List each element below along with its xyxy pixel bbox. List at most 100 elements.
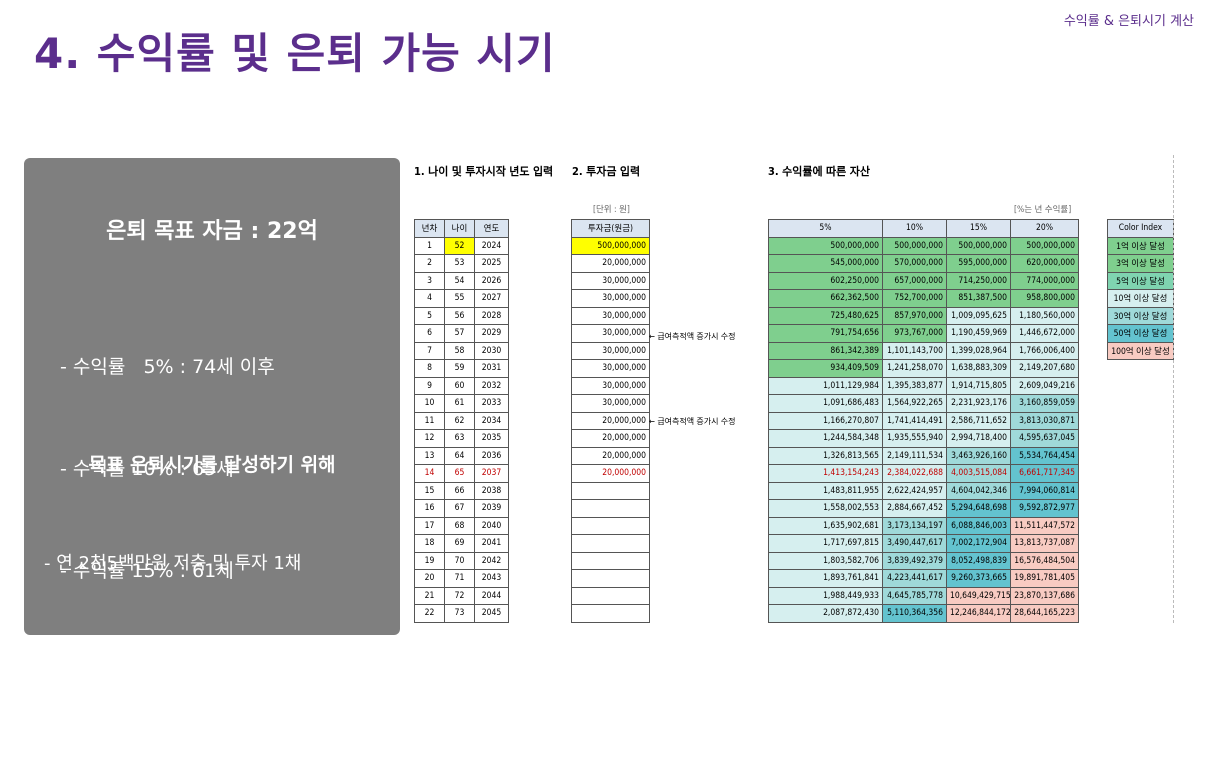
table-cell: 2028 bbox=[474, 306, 509, 325]
table-cell: 19 bbox=[414, 551, 445, 570]
asset-cell: 9,260,373,665 bbox=[946, 569, 1011, 588]
table-row: 1,244,584,348 1,935,555,940 2,994,718,400 4… bbox=[768, 429, 1079, 448]
table-cell: 2031 bbox=[474, 359, 509, 378]
col-header: 20% bbox=[1010, 219, 1079, 238]
asset-cell: 1,741,414,491 bbox=[882, 411, 947, 430]
table-row: 30,000,000 bbox=[571, 271, 650, 290]
investment-cell bbox=[571, 569, 650, 588]
table-cell: 59 bbox=[444, 359, 475, 378]
asset-cell: 2,609,049,216 bbox=[1010, 376, 1079, 395]
legend-item: 100억 이상 달성 bbox=[1107, 341, 1174, 360]
table-row: 20,000,000 bbox=[571, 446, 650, 465]
note-text: ← 급여측적액 증가시 수정 bbox=[649, 332, 736, 341]
table-cell: 2035 bbox=[474, 429, 509, 448]
table-cell: 18 bbox=[414, 534, 445, 553]
investment-cell: 30,000,000 bbox=[571, 376, 650, 395]
table-row: 1,893,761,841 4,223,441,617 9,260,373,665 1… bbox=[768, 569, 1079, 588]
table-cell: 65 bbox=[444, 464, 475, 483]
table-row: 791,754,656 973,767,000 1,190,459,969 1,446… bbox=[768, 324, 1079, 343]
asset-cell: 3,173,134,197 bbox=[882, 516, 947, 535]
investment-table: 투자금(원금) 500,000,000 20,000,000 30,000,000 3… bbox=[571, 219, 650, 623]
table-row: 9 60 2032 bbox=[414, 376, 509, 395]
table-row: 545,000,000 570,000,000 595,000,000 620,000… bbox=[768, 254, 1079, 273]
table-row: 1,635,902,681 3,173,134,197 6,088,846,003 1… bbox=[768, 516, 1079, 535]
asset-cell: 19,891,781,405 bbox=[1010, 569, 1079, 588]
asset-cell: 857,970,000 bbox=[882, 306, 947, 325]
table-row: 20,000,000 bbox=[571, 411, 650, 430]
table-row: 20,000,000 bbox=[571, 429, 650, 448]
table-row: 16 67 2039 bbox=[414, 499, 509, 518]
section-2-title: 2. 투자금 입력 bbox=[572, 165, 641, 178]
table-row: 18 69 2041 bbox=[414, 534, 509, 553]
asset-cell: 23,870,137,686 bbox=[1010, 586, 1079, 605]
investment-cell bbox=[571, 516, 650, 535]
asset-cell: 10,649,429,715 bbox=[946, 586, 1011, 605]
table-cell: 14 bbox=[414, 464, 445, 483]
asset-cell: 714,250,000 bbox=[946, 271, 1011, 290]
table-row: 1,988,449,933 4,645,785,778 10,649,429,715… bbox=[768, 586, 1079, 605]
asset-cell: 6,661,717,345 bbox=[1010, 464, 1079, 483]
investment-cell: 30,000,000 bbox=[571, 359, 650, 378]
asset-cell: 2,087,872,430 bbox=[768, 604, 883, 623]
table-row: 934,409,509 1,241,258,070 1,638,883,309 2,1… bbox=[768, 359, 1079, 378]
col-header: 10% bbox=[882, 219, 947, 238]
table-cell: 2045 bbox=[474, 604, 509, 623]
asset-cell: 1,091,686,483 bbox=[768, 394, 883, 413]
investment-cell bbox=[571, 586, 650, 605]
spreadsheet-image: 1. 나이 및 투자시작 년도 입력 2. 투자금 입력 3. 수익률에 따른 … bbox=[410, 155, 1175, 623]
goal-text: 은퇴 목표 자금 : 22억 bbox=[106, 219, 318, 244]
asset-cell: 1,190,459,969 bbox=[946, 324, 1011, 343]
investment-cell bbox=[571, 551, 650, 570]
table-row: 1,166,270,807 1,741,414,491 2,586,711,652 3… bbox=[768, 411, 1079, 430]
investment-cell: 30,000,000 bbox=[571, 341, 650, 360]
col-header: 투자금(원금) bbox=[571, 219, 650, 238]
table-row: 861,342,389 1,101,143,700 1,399,028,964 1,7… bbox=[768, 341, 1079, 360]
asset-cell: 545,000,000 bbox=[768, 254, 883, 273]
col-header: 나이 bbox=[444, 219, 475, 238]
investment-cell: 20,000,000 bbox=[571, 254, 650, 273]
table-cell: 3 bbox=[414, 271, 445, 290]
table-cell: 2036 bbox=[474, 446, 509, 465]
table-cell: 2038 bbox=[474, 481, 509, 500]
asset-cell: 851,387,500 bbox=[946, 289, 1011, 308]
table-row: 8 59 2031 bbox=[414, 359, 509, 378]
asset-cell: 16,576,484,504 bbox=[1010, 551, 1079, 570]
asset-cell: 1,446,672,000 bbox=[1010, 324, 1079, 343]
table-row bbox=[571, 516, 650, 535]
table-cell: 2044 bbox=[474, 586, 509, 605]
table-row: 5 56 2028 bbox=[414, 306, 509, 325]
table-cell: 1 bbox=[414, 236, 445, 255]
table-cell: 2034 bbox=[474, 411, 509, 430]
table-cell: 69 bbox=[444, 534, 475, 553]
table-cell: 10 bbox=[414, 394, 445, 413]
investment-cell: 20,000,000 bbox=[571, 464, 650, 483]
table-row: 14 65 2037 bbox=[414, 464, 509, 483]
asset-cell: 1,413,154,243 bbox=[768, 464, 883, 483]
table-row: 1,483,811,955 2,622,424,957 4,604,042,346 7… bbox=[768, 481, 1079, 500]
table-row: 725,480,625 857,970,000 1,009,095,625 1,180… bbox=[768, 306, 1079, 325]
table-cell: 2033 bbox=[474, 394, 509, 413]
table-row: 11 62 2034 bbox=[414, 411, 509, 430]
asset-cell: 1,011,129,984 bbox=[768, 376, 883, 395]
investment-cell bbox=[571, 534, 650, 553]
col-header: 년차 bbox=[414, 219, 445, 238]
table-cell: 17 bbox=[414, 516, 445, 535]
rate-item: - 수익률 5% : 74세 이후 bbox=[60, 356, 275, 378]
legend-item: 3억 이상 달성 bbox=[1107, 254, 1174, 273]
asset-cell: 2,231,923,176 bbox=[946, 394, 1011, 413]
asset-cell: 4,645,785,778 bbox=[882, 586, 947, 605]
plan-item: - 연 2천5백만원 저축 및 투자 1채 bbox=[44, 553, 302, 574]
investment-cell: 20,000,000 bbox=[571, 446, 650, 465]
table-row: 30,000,000 bbox=[571, 376, 650, 395]
table-row: 21 72 2044 bbox=[414, 586, 509, 605]
table-cell: 2037 bbox=[474, 464, 509, 483]
table-row: 22 73 2045 bbox=[414, 604, 509, 623]
asset-cell: 1,483,811,955 bbox=[768, 481, 883, 500]
investment-cell bbox=[571, 604, 650, 623]
unit-label-rate: [%는 년 수익률] bbox=[1014, 205, 1072, 215]
table-cell: 8 bbox=[414, 359, 445, 378]
investment-cell: 30,000,000 bbox=[571, 306, 650, 325]
page-title: 4. 수익률 및 은퇴 가능 시기 bbox=[34, 29, 556, 78]
investment-cell bbox=[571, 481, 650, 500]
rate-item: - 수익률 10% : 65세 bbox=[60, 458, 234, 480]
